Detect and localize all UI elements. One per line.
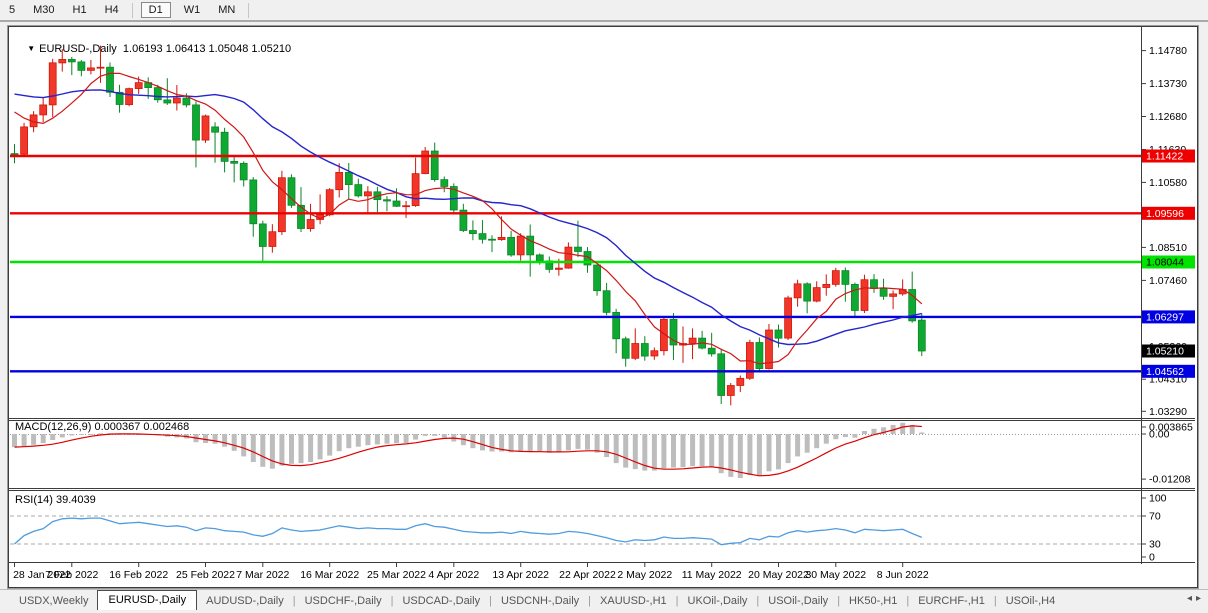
price-axis-ticks: 1.147801.137301.126801.116301.105801.085… [1141, 45, 1187, 418]
chart-tabbar: USDX,Weekly EURUSD-,Daily AUDUSD-,Daily | US… [0, 589, 1208, 612]
svg-text:0.00: 0.00 [1149, 429, 1170, 441]
ohlc-info-line: ▼ EURUSD-,Daily 1.06193 1.06413 1.05048 1… [15, 31, 291, 67]
svg-text:2 May 2022: 2 May 2022 [617, 569, 672, 581]
svg-text:1.06297: 1.06297 [1146, 311, 1184, 323]
tab-usdcnh-daily[interactable]: USDCNH-,Daily [500, 595, 580, 607]
svg-text:1.11422: 1.11422 [1146, 151, 1183, 163]
tab-separator: | [993, 595, 997, 607]
tab-scroll-arrows[interactable]: ◂▸ [1187, 593, 1205, 604]
timeframe-toolbar: 5 M30 H1 H4 D1 W1 MN [0, 0, 1208, 22]
timeframe-button-W1[interactable]: W1 [183, 4, 201, 16]
svg-text:7 Mar 2022: 7 Mar 2022 [236, 569, 289, 581]
svg-text:16 Feb 2022: 16 Feb 2022 [109, 569, 168, 581]
tab-scroll-right-icon[interactable]: ▸ [1195, 593, 1205, 604]
candlesticks [10, 45, 926, 406]
ohlc-values: 1.06193 1.06413 1.05048 1.05210 [122, 43, 292, 55]
svg-text:1.08044: 1.08044 [1146, 257, 1184, 269]
svg-text:22 Apr 2022: 22 Apr 2022 [559, 569, 616, 581]
svg-text:7 Feb 2022: 7 Feb 2022 [45, 569, 98, 581]
timeframe-button-M30[interactable]: M30 [33, 4, 55, 16]
tab-eurusd-daily[interactable]: EURUSD-,Daily [97, 590, 198, 610]
svg-text:30 May 2022: 30 May 2022 [805, 569, 866, 581]
tab-separator: | [756, 595, 760, 607]
tab-separator: | [588, 595, 592, 607]
tab-separator: | [837, 595, 841, 607]
timeframe-button-D1[interactable]: D1 [140, 2, 171, 18]
toolbar-separator [131, 2, 133, 18]
svg-text:8 Jun 2022: 8 Jun 2022 [877, 569, 929, 581]
macd-indicator-label: MACD(12,26,9) 0.000367 0.002468 [15, 421, 190, 433]
tab-usdchf-daily[interactable]: USDCHF-,Daily [304, 595, 382, 607]
svg-text:25 Feb 2022: 25 Feb 2022 [176, 569, 235, 581]
tab-usdx-weekly[interactable]: USDX,Weekly [19, 595, 89, 607]
tab-usoil-h4[interactable]: USOil-,H4 [1005, 595, 1056, 607]
svg-text:1.04562: 1.04562 [1146, 366, 1184, 378]
svg-text:1.05210: 1.05210 [1146, 346, 1184, 358]
rsi-indicator-label: RSI(14) 39.4039 [15, 494, 96, 506]
tab-audusd-daily[interactable]: AUDUSD-,Daily [206, 595, 284, 607]
svg-text:1.03290: 1.03290 [1149, 406, 1187, 418]
tab-separator: | [489, 595, 492, 607]
tab-separator: | [675, 595, 679, 607]
svg-text:4 Apr 2022: 4 Apr 2022 [428, 569, 479, 581]
horizontal-level-lines [10, 154, 1141, 373]
svg-text:70: 70 [1149, 511, 1161, 523]
svg-text:1.14780: 1.14780 [1149, 45, 1187, 57]
ma-slow-line [14, 89, 922, 346]
tab-separator: | [390, 595, 394, 607]
timeframe-button-MN[interactable]: MN [218, 4, 236, 16]
svg-text:-0.01208: -0.01208 [1149, 474, 1191, 486]
svg-text:1.13730: 1.13730 [1149, 78, 1187, 90]
tab-separator: | [906, 595, 910, 607]
tab-hk50-h1[interactable]: HK50-,H1 [849, 595, 898, 607]
timeframe-button-H4[interactable]: H4 [104, 4, 119, 16]
chart-window[interactable]: ▼ EURUSD-,Daily 1.06193 1.06413 1.05048 1… [8, 26, 1198, 588]
price-chart-canvas[interactable]: 1.147801.137301.126801.116301.105801.085… [9, 27, 1195, 585]
macd-signal-line [14, 425, 922, 477]
tab-ukoil-daily[interactable]: UKOil-,Daily [687, 595, 748, 607]
svg-text:0.003865: 0.003865 [1149, 422, 1193, 434]
tab-xauusd-h1[interactable]: XAUUSD-,H1 [600, 595, 667, 607]
timeframe-button-H1[interactable]: H1 [72, 4, 87, 16]
svg-text:1.08510: 1.08510 [1149, 242, 1187, 254]
rsi-pane: 100 70 300 [10, 493, 1167, 564]
svg-text:13 Apr 2022: 13 Apr 2022 [492, 569, 549, 581]
price-flags: 1.11422 1.09596 1.08044 1.06297 1.04562 1.052… [1142, 149, 1195, 378]
rsi-line [14, 517, 923, 546]
svg-text:28 Jan 2022: 28 Jan 2022 [13, 569, 71, 581]
tab-eurchf-h1[interactable]: EURCHF-,H1 [918, 595, 985, 607]
tab-usdcad-daily[interactable]: USDCAD-,Daily [402, 595, 481, 607]
svg-text:1.10580: 1.10580 [1149, 177, 1187, 189]
tab-separator: | [292, 595, 296, 607]
toolbar-separator [248, 2, 250, 18]
svg-text:1.09596: 1.09596 [1146, 208, 1184, 220]
svg-text:25 Mar 2022: 25 Mar 2022 [367, 569, 426, 581]
svg-text:1.07460: 1.07460 [1149, 275, 1187, 287]
svg-text:16 Mar 2022: 16 Mar 2022 [300, 569, 359, 581]
svg-text:0: 0 [1149, 552, 1155, 564]
svg-text:20 May 2022: 20 May 2022 [748, 569, 809, 581]
tab-scroll-left-icon[interactable]: ◂ [1186, 593, 1196, 604]
symbol-dropdown-icon[interactable]: ▼ [27, 44, 36, 53]
ma-fast-line [14, 72, 923, 365]
pane-separators [9, 27, 1195, 564]
svg-text:11 May 2022: 11 May 2022 [682, 569, 742, 581]
tab-usoil-daily[interactable]: USOil-,Daily [768, 595, 829, 607]
svg-text:100: 100 [1149, 493, 1167, 505]
symbol-label: EURUSD-,Daily [39, 43, 117, 55]
timeframe-button-5[interactable]: 5 [9, 4, 16, 16]
svg-text:30: 30 [1149, 539, 1161, 551]
svg-text:1.12680: 1.12680 [1149, 111, 1187, 123]
